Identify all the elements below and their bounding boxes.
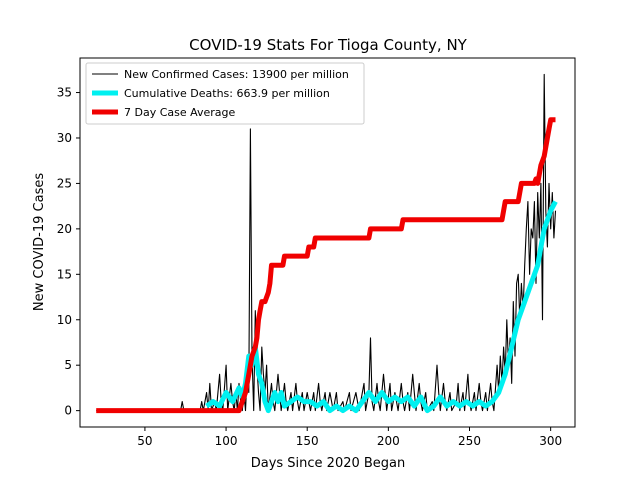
legend-box — [85, 62, 365, 125]
y-tick-label: 0 — [64, 404, 72, 418]
y-tick-label: 35 — [57, 86, 72, 100]
series-line-2 — [96, 117, 556, 414]
y-tick-label: 10 — [57, 313, 72, 327]
axes-frame — [79, 57, 576, 428]
y-tick-label: 15 — [57, 267, 72, 281]
y-tick-label: 30 — [57, 131, 72, 145]
y-tick-label: 25 — [57, 176, 72, 190]
y-axis: 0 5 10 15 20 25 30 35 — [57, 86, 80, 418]
x-axis-label: Days Since 2020 Began — [251, 456, 406, 471]
y-tick-label: 5 — [64, 358, 72, 372]
plot-area — [96, 73, 558, 414]
x-tick-label: 150 — [296, 434, 319, 448]
chart-title: COVID-19 Stats For Tioga County, NY — [189, 36, 467, 54]
legend: New Confirmed Cases: 13900 per million C… — [85, 62, 365, 125]
x-tick-label: 300 — [539, 434, 562, 448]
x-tick-label: 50 — [137, 434, 152, 448]
x-axis: 50 100 150 200 250 300 — [137, 427, 562, 448]
x-tick-label: 200 — [377, 434, 400, 448]
legend-label-7-day-average: 7 Day Case Average — [124, 106, 236, 119]
x-tick-label: 100 — [215, 434, 238, 448]
legend-label-new-cases: New Confirmed Cases: 13900 per million — [124, 68, 349, 81]
x-tick-label: 250 — [458, 434, 481, 448]
legend-label-cumulative-deaths: Cumulative Deaths: 663.9 per million — [124, 87, 330, 100]
y-tick-label: 20 — [57, 222, 72, 236]
series-line-1 — [205, 200, 558, 414]
y-axis-label: New COVID-19 Cases — [32, 173, 47, 311]
